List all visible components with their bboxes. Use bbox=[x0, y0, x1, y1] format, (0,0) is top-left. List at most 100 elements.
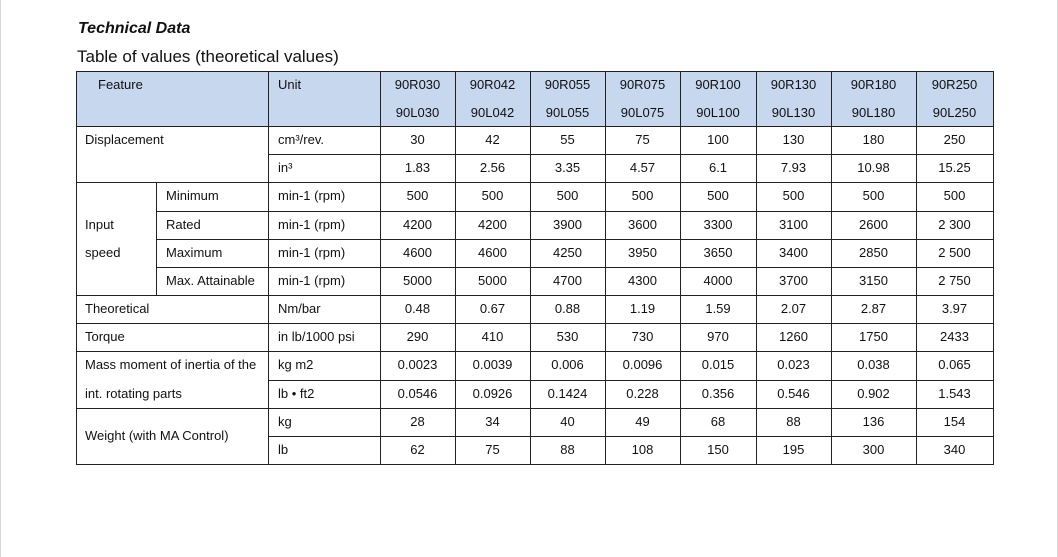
value: 1750 bbox=[859, 329, 888, 345]
model-name: 90L180 bbox=[851, 104, 896, 120]
rule bbox=[156, 238, 994, 240]
rule bbox=[76, 71, 77, 466]
rule bbox=[156, 266, 994, 268]
model-name: 90L075 bbox=[620, 104, 665, 120]
value: 40 bbox=[560, 413, 575, 429]
value: 130 bbox=[782, 132, 805, 148]
rule bbox=[76, 295, 994, 297]
value: 500 bbox=[556, 188, 579, 204]
value: 1.19 bbox=[629, 301, 656, 317]
value: 195 bbox=[782, 441, 805, 457]
value: 730 bbox=[631, 329, 654, 345]
value: 4200 bbox=[478, 216, 507, 232]
rule bbox=[76, 71, 994, 72]
rule bbox=[76, 182, 994, 184]
rule bbox=[455, 71, 456, 466]
model-name: 90R250 bbox=[931, 77, 978, 92]
sub-feature: Rated bbox=[166, 216, 201, 232]
unit: min-1 (rpm) bbox=[278, 188, 346, 204]
value: 62 bbox=[410, 441, 425, 457]
value: 500 bbox=[782, 188, 805, 204]
rule bbox=[156, 182, 157, 295]
value: 0.88 bbox=[554, 301, 581, 317]
title: Technical Data bbox=[78, 20, 191, 37]
sub-feature: Minimum bbox=[166, 188, 219, 204]
value: 7.93 bbox=[780, 160, 807, 176]
value: 0.038 bbox=[857, 357, 890, 373]
value: 0.902 bbox=[857, 385, 890, 401]
value: 154 bbox=[943, 413, 966, 429]
unit: min-1 (rpm) bbox=[278, 216, 346, 232]
unit: min-1 (rpm) bbox=[278, 272, 346, 288]
model-name: 90L100 bbox=[696, 104, 740, 120]
value: 75 bbox=[485, 441, 500, 457]
value: 970 bbox=[707, 329, 729, 345]
value: 3950 bbox=[628, 244, 657, 260]
value: 10.98 bbox=[857, 160, 890, 176]
feature: Theoretical bbox=[85, 301, 150, 317]
rule bbox=[268, 154, 994, 156]
unit: Nm/bar bbox=[278, 301, 321, 317]
rule bbox=[268, 435, 994, 437]
rule bbox=[605, 71, 606, 466]
value: 5000 bbox=[403, 272, 432, 288]
value: 3700 bbox=[779, 272, 808, 288]
model-name: 90L130 bbox=[771, 104, 816, 120]
value: 500 bbox=[406, 188, 429, 204]
value: 300 bbox=[862, 441, 885, 457]
value: 2433 bbox=[940, 329, 969, 345]
value: 3.97 bbox=[941, 301, 968, 317]
value: 0.228 bbox=[626, 385, 659, 401]
value: 0.0096 bbox=[622, 357, 663, 373]
value: 530 bbox=[556, 329, 579, 345]
model-name: 90R100 bbox=[695, 77, 741, 92]
rule bbox=[831, 71, 832, 466]
value: 0.015 bbox=[701, 357, 735, 373]
model-name: 90L042 bbox=[470, 104, 515, 120]
feature: Torque bbox=[85, 329, 125, 345]
value: 0.356 bbox=[701, 385, 735, 401]
feature: int. rotating parts bbox=[85, 385, 182, 401]
value: 4.57 bbox=[629, 160, 656, 176]
value: 410 bbox=[481, 329, 504, 345]
value: 75 bbox=[635, 132, 650, 148]
value: 88 bbox=[786, 413, 801, 429]
value: 500 bbox=[862, 188, 885, 204]
value: 4600 bbox=[478, 244, 507, 260]
rule bbox=[680, 71, 681, 466]
value: 2.87 bbox=[860, 301, 887, 317]
value: 34 bbox=[485, 413, 500, 429]
value: 0.67 bbox=[479, 301, 506, 317]
value: 4000 bbox=[703, 272, 733, 288]
feature: Input bbox=[85, 216, 114, 232]
rule bbox=[268, 379, 994, 381]
value: 2 750 bbox=[938, 272, 971, 288]
model-name: 90L250 bbox=[932, 104, 977, 120]
value: 500 bbox=[943, 188, 966, 204]
value: 55 bbox=[560, 132, 575, 148]
rule bbox=[76, 323, 994, 325]
value: 3400 bbox=[779, 244, 808, 260]
feature-header: Feature bbox=[98, 77, 143, 92]
value: 3650 bbox=[703, 244, 733, 260]
rule bbox=[993, 71, 994, 466]
value: 88 bbox=[560, 441, 575, 457]
rule bbox=[76, 351, 994, 353]
model-name: 90R055 bbox=[544, 77, 591, 92]
value: 108 bbox=[631, 441, 654, 457]
value: 2600 bbox=[859, 216, 888, 232]
value: 4700 bbox=[553, 272, 582, 288]
unit: min-1 (rpm) bbox=[278, 244, 346, 260]
unit: in lb/1000 psi bbox=[278, 329, 355, 345]
value: 500 bbox=[707, 188, 729, 204]
value: 4300 bbox=[628, 272, 657, 288]
value: 1260 bbox=[779, 329, 808, 345]
value: 6.1 bbox=[708, 160, 728, 176]
unit: lb bbox=[278, 441, 289, 457]
value: 2 300 bbox=[938, 216, 971, 232]
value: 2 500 bbox=[938, 244, 971, 260]
value: 49 bbox=[635, 413, 650, 429]
feature: Mass moment of inertia of the bbox=[85, 357, 257, 373]
